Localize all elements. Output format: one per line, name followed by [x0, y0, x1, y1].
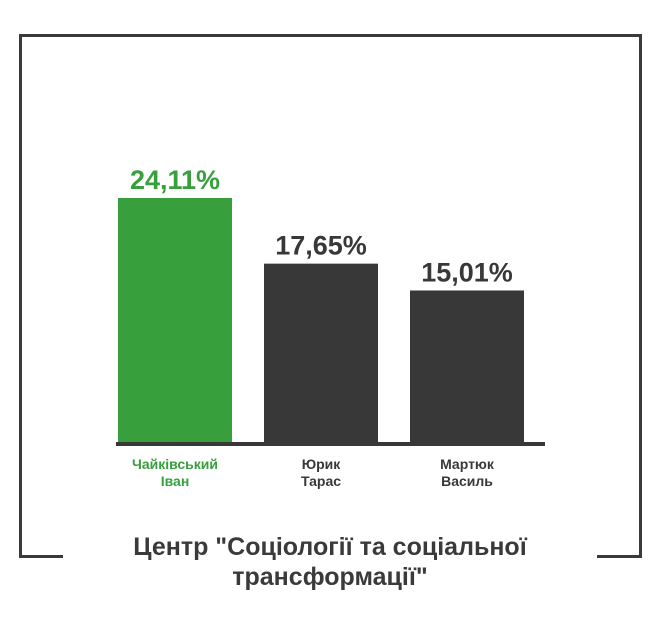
bar-3 [410, 290, 524, 443]
bar-2 [264, 263, 378, 443]
source-caption: Центр "Соціології та соціальної трансфор… [60, 532, 600, 592]
category-label-1-line-2: Іван [161, 473, 190, 489]
value-label-2: 17,65% [275, 231, 367, 261]
source-line-2: трансформації" [232, 563, 428, 591]
frame-top [19, 34, 642, 37]
category-label-3-line-1: Мартюк [440, 456, 495, 472]
frame-right [639, 34, 642, 558]
category-label-1-line-1: Чайківський [132, 456, 218, 472]
category-label-3-line-2: Василь [441, 473, 493, 489]
frame-left [19, 34, 22, 558]
source-line-1: Центр "Соціології та соціальної [133, 533, 527, 561]
value-label-3: 15,01% [421, 257, 513, 287]
frame-bottom-right [597, 555, 642, 558]
frame-bottom-left [19, 555, 63, 558]
category-label-2-line-2: Тарас [301, 473, 341, 489]
category-label-2-line-1: Юрик [302, 456, 342, 472]
bar-1 [118, 198, 232, 443]
value-label-1: 24,11% [130, 165, 220, 195]
